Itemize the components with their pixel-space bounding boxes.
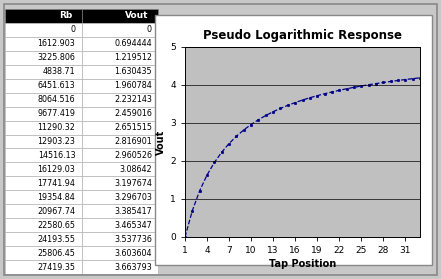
Bar [5, 107, 82, 121]
Bar [82, 204, 158, 218]
Text: 3.537736: 3.537736 [114, 235, 152, 244]
Text: 1.630435: 1.630435 [114, 67, 152, 76]
Bar [82, 121, 158, 134]
Text: 19354.84: 19354.84 [37, 193, 75, 202]
Bar [5, 51, 82, 65]
Bar [5, 176, 82, 190]
Bar [82, 79, 158, 93]
Bar [82, 51, 158, 65]
Text: 16129.03: 16129.03 [37, 165, 75, 174]
Bar [82, 190, 158, 204]
Text: 0.694444: 0.694444 [114, 39, 152, 48]
Bar [5, 9, 82, 23]
Text: 3.296703: 3.296703 [114, 193, 152, 202]
Bar [82, 162, 158, 176]
Bar [5, 37, 82, 51]
Text: 1.219512: 1.219512 [114, 53, 152, 62]
Text: 3.385417: 3.385417 [114, 207, 152, 216]
Text: 2.651515: 2.651515 [114, 123, 152, 132]
Text: 2.232143: 2.232143 [114, 95, 152, 104]
Text: 8064.516: 8064.516 [38, 95, 75, 104]
Bar [82, 107, 158, 121]
Bar [5, 134, 82, 148]
Text: 1612.903: 1612.903 [37, 39, 75, 48]
Bar [5, 204, 82, 218]
Bar [82, 148, 158, 162]
Bar [5, 65, 82, 79]
Y-axis label: Vout: Vout [156, 129, 166, 155]
Text: 27419.35: 27419.35 [37, 263, 75, 271]
Text: 25806.45: 25806.45 [37, 249, 75, 258]
Bar [82, 232, 158, 246]
Text: 17741.94: 17741.94 [37, 179, 75, 188]
Text: 22580.65: 22580.65 [37, 221, 75, 230]
Bar [5, 246, 82, 260]
Text: 12903.23: 12903.23 [37, 137, 75, 146]
Bar [5, 218, 82, 232]
Text: 2.816901: 2.816901 [114, 137, 152, 146]
Bar [82, 134, 158, 148]
Text: 3225.806: 3225.806 [37, 53, 75, 62]
Text: 11290.32: 11290.32 [37, 123, 75, 132]
Bar [5, 79, 82, 93]
Bar [82, 218, 158, 232]
X-axis label: Tap Position: Tap Position [269, 259, 336, 269]
Bar [82, 65, 158, 79]
Text: 3.197674: 3.197674 [114, 179, 152, 188]
Bar [5, 93, 82, 107]
Text: 3.08642: 3.08642 [119, 165, 152, 174]
Title: Pseudo Logarithmic Response: Pseudo Logarithmic Response [203, 29, 402, 42]
Text: Rb: Rb [59, 11, 72, 20]
Text: 3.663793: 3.663793 [114, 263, 152, 271]
Text: 6451.613: 6451.613 [38, 81, 75, 90]
Text: 1.960784: 1.960784 [114, 81, 152, 90]
Text: 9677.419: 9677.419 [37, 109, 75, 118]
Bar [5, 162, 82, 176]
Bar [5, 190, 82, 204]
Text: 2.960526: 2.960526 [114, 151, 152, 160]
Bar [82, 9, 158, 23]
Text: Vout: Vout [125, 11, 149, 20]
Text: 4838.71: 4838.71 [43, 67, 75, 76]
Text: 3.603604: 3.603604 [114, 249, 152, 258]
Text: 24193.55: 24193.55 [37, 235, 75, 244]
Bar [5, 23, 82, 37]
Bar [82, 260, 158, 274]
Text: 0: 0 [71, 25, 75, 34]
Bar [5, 260, 82, 274]
Text: 2.459016: 2.459016 [114, 109, 152, 118]
Text: 3.465347: 3.465347 [114, 221, 152, 230]
Bar [5, 148, 82, 162]
Bar [82, 93, 158, 107]
Bar [82, 37, 158, 51]
Bar [5, 232, 82, 246]
Text: 0: 0 [147, 25, 152, 34]
Bar [5, 121, 82, 134]
Bar [82, 23, 158, 37]
Text: 20967.74: 20967.74 [37, 207, 75, 216]
Bar [82, 176, 158, 190]
Bar [82, 246, 158, 260]
Text: 14516.13: 14516.13 [38, 151, 75, 160]
